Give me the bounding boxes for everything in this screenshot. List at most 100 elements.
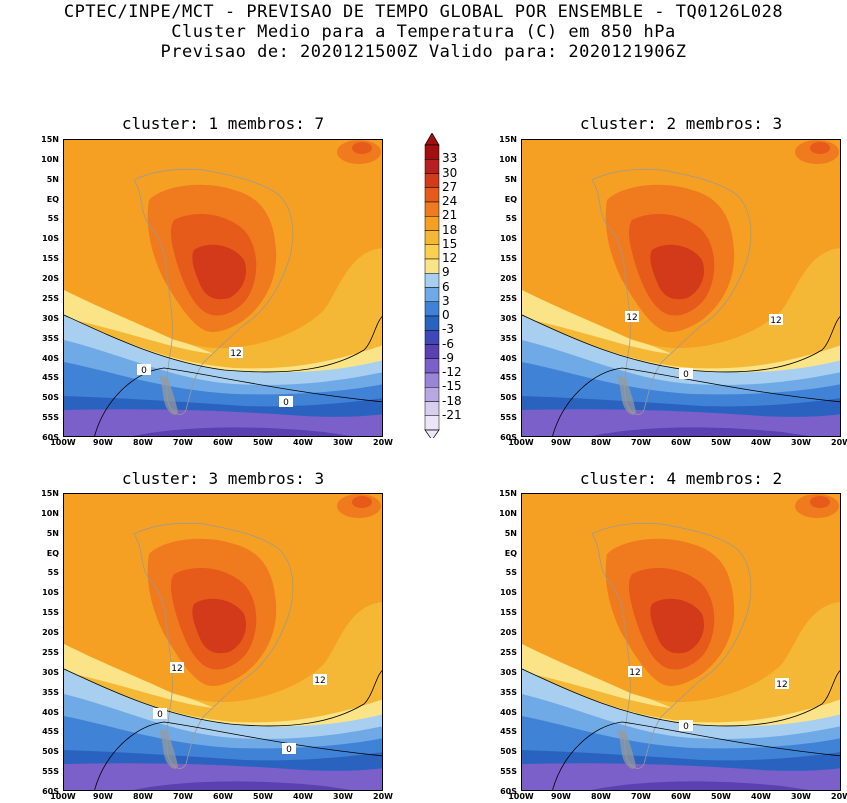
header-title-line3: Previsao de: 2020121500Z Valido para: 20…: [160, 42, 687, 62]
lon-label: 100W: [508, 438, 534, 447]
colorbar-swatch: [424, 315, 440, 331]
colorbar-swatch: [424, 159, 440, 174]
contour-label-text: 12: [230, 349, 241, 359]
band-neg9-neg6: [591, 781, 809, 790]
map-panel-cluster-2: 12 12 0: [521, 139, 841, 437]
lat-label: 10S: [42, 588, 59, 598]
header-title-line1: CPTEC/INPE/MCT - PREVISAO DE TEMPO GLOBA…: [63, 2, 784, 22]
lat-label: 35S: [500, 687, 517, 697]
contour-label-text: 0: [683, 370, 689, 380]
colorbar-swatch: [424, 287, 440, 302]
temperature-field: 12 12 0: [522, 494, 840, 790]
lon-label: 70W: [631, 792, 651, 801]
lat-label: 10N: [41, 508, 59, 518]
lat-label: 10S: [500, 234, 517, 244]
lat-label: EQ: [504, 194, 517, 204]
temperature-field: 12 0 0: [64, 140, 382, 436]
lat-label: 50S: [42, 747, 59, 757]
contour-label-text: 0: [286, 745, 292, 755]
contour-12: [522, 314, 840, 373]
lat-label: 45S: [42, 727, 59, 737]
lat-label: 10S: [500, 588, 517, 598]
temperature-field: 12 12 0: [522, 140, 840, 436]
lat-label: 55S: [42, 413, 59, 423]
lon-label: 40W: [293, 792, 313, 801]
lon-label: 30W: [333, 792, 353, 801]
lon-label: 50W: [253, 438, 273, 447]
colorbar-level-label: 30: [442, 165, 458, 180]
colorbar-swatch: [424, 273, 440, 288]
lat-label: 40S: [42, 353, 59, 363]
band-9-12-west: [64, 644, 214, 708]
lat-label: 20S: [42, 274, 59, 284]
lat-label: 5S: [505, 568, 517, 578]
lon-label: 100W: [508, 792, 534, 801]
patagonia-land: [617, 729, 636, 769]
lon-label: 40W: [293, 438, 313, 447]
contour-label-12-1: 12: [313, 674, 327, 686]
lat-label: 10S: [42, 234, 59, 244]
contour-label-text: 0: [141, 366, 147, 376]
colorbar-level-label: -9: [442, 350, 454, 365]
contour-12: [64, 314, 382, 373]
lat-label: 45S: [42, 373, 59, 383]
lat-label: 40S: [500, 353, 517, 363]
coastline: [591, 168, 752, 415]
contour-0: [552, 721, 840, 790]
lat-label: 45S: [500, 727, 517, 737]
temperature-field: 12 12 0 0: [64, 494, 382, 790]
colorbar-swatch: [424, 201, 440, 217]
lat-label: 25S: [42, 647, 59, 657]
lat-label: 40S: [42, 707, 59, 717]
lat-label: 40S: [500, 707, 517, 717]
contour-label-text: 12: [171, 664, 182, 674]
lat-label: 60S: [500, 433, 517, 442]
contour-12: [522, 668, 840, 727]
lat-label: 30S: [42, 313, 59, 323]
contour-label-0-2: 0: [153, 708, 167, 720]
colorbar-level-label: 18: [442, 222, 458, 237]
lat-label: 25S: [500, 293, 517, 303]
colorbar-level-label: 12: [442, 251, 458, 265]
lon-label: 60W: [671, 438, 691, 447]
colorbar-swatch: [424, 344, 440, 359]
contour-0: [94, 367, 382, 436]
band-21-24-ne: [810, 142, 830, 154]
contour-label-text: 0: [683, 722, 689, 732]
lon-label: 70W: [173, 792, 193, 801]
contour-label-0-3: 0: [282, 743, 296, 755]
colorbar-level-label: -15: [442, 379, 462, 394]
coastline: [591, 522, 752, 769]
colorbar-level-label: -6: [442, 336, 454, 351]
contour-12: [64, 668, 382, 727]
lat-label: 15N: [499, 489, 517, 498]
lat-label: 55S: [500, 767, 517, 777]
lat-label: 15S: [42, 254, 59, 264]
band-neg6-neg3: [64, 409, 382, 436]
lon-label: 100W: [50, 792, 76, 801]
lat-label: 30S: [500, 667, 517, 677]
contour-label-text: 0: [157, 710, 163, 720]
lat-label: 5S: [47, 568, 59, 578]
lon-label: 60W: [671, 792, 691, 801]
colorbar-level-label: -21: [442, 407, 462, 422]
patagonia-land: [159, 375, 178, 415]
colorbar-level-label: 6: [442, 279, 450, 294]
colorbar-level-label: 24: [442, 194, 458, 208]
coastline: [133, 522, 294, 769]
map-panel-cluster-1: 12 0 0: [63, 139, 383, 437]
lon-label: 40W: [751, 438, 771, 447]
lat-label: 35S: [500, 333, 517, 343]
lon-label: 30W: [791, 438, 811, 447]
lon-label: 80W: [591, 792, 611, 801]
contour-label-text: 12: [770, 316, 781, 326]
band-neg9-neg6: [133, 781, 351, 790]
lon-label: 100W: [50, 438, 76, 447]
band-24-27-core: [650, 244, 705, 300]
lat-label: 20S: [500, 628, 517, 638]
colorbar-level-label: 9: [442, 265, 450, 280]
contour-label-0-2: 0: [279, 396, 293, 408]
band-9-12-west: [64, 290, 214, 354]
colorbar-bottom-arrow: [424, 429, 440, 438]
lat-label: 50S: [500, 747, 517, 757]
